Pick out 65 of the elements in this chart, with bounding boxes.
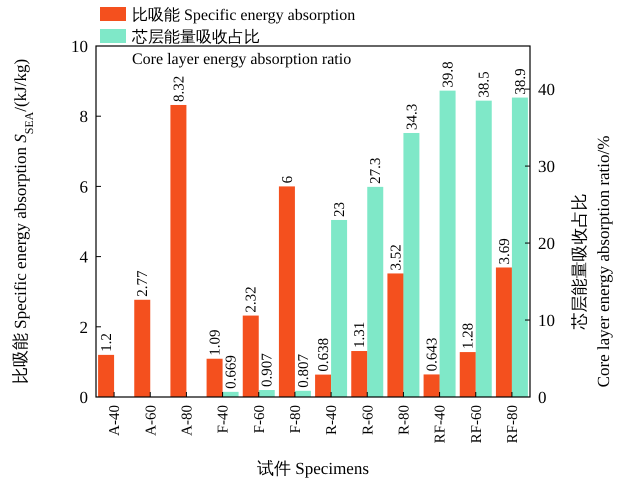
x-tick-label: RF-80	[504, 405, 521, 444]
legend-label: 芯层能量吸收占比 Core layer energy absorption ratio	[131, 28, 352, 68]
x-tick-label: F-60	[252, 405, 268, 434]
data-label: 0.669	[224, 355, 240, 389]
bar	[278, 186, 295, 397]
data-label: 0.638	[316, 338, 332, 372]
x-tick-label: F-80	[288, 405, 304, 434]
bar	[367, 186, 384, 397]
data-label: 3.52	[388, 244, 404, 270]
y-tick-label: 10	[71, 37, 88, 56]
data-label: 8.32	[171, 76, 188, 102]
bar	[460, 352, 476, 397]
data-label: 1.28	[460, 322, 477, 350]
data-label: 23	[332, 202, 348, 217]
y-tick-label: 0	[80, 388, 88, 407]
y2-tick-label: 10	[538, 311, 555, 330]
y2-tick-label: 20	[538, 234, 555, 254]
x-tick-label: RF-60	[468, 405, 485, 444]
bar	[351, 351, 368, 397]
data-label: 1.2	[99, 333, 116, 352]
y-tick-label: 8	[80, 107, 88, 126]
data-label: 2.32	[244, 286, 260, 313]
x-tick-label: A-80	[179, 405, 196, 436]
legend-label: 比吸能 Specific energy absorption	[132, 6, 356, 24]
y2-tick-label: 0	[538, 388, 546, 407]
bar	[331, 220, 348, 397]
y-tick-label: 6	[80, 177, 88, 196]
x-tick-label: RF-40	[432, 405, 449, 444]
x-tick-label: R-80	[396, 405, 412, 435]
data-label: 3.69	[496, 238, 513, 264]
data-label: 1.31	[352, 322, 368, 348]
x-tick-label: R-40	[324, 405, 340, 435]
x-tick-label: F-40	[216, 405, 232, 434]
data-label: 0.643	[424, 338, 441, 372]
x-tick-label: A-60	[143, 405, 160, 436]
data-label: 1.09	[208, 329, 224, 356]
bar	[315, 374, 332, 397]
y2-axis-title: 芯层能量吸收占比 Core layer energy absorption ratio/%	[570, 136, 613, 388]
data-label: 6	[280, 175, 296, 184]
x-tick-label: R-60	[360, 405, 376, 435]
bar	[134, 300, 150, 397]
data-label: 2.77	[135, 270, 152, 297]
bar	[170, 104, 186, 397]
bar	[258, 390, 275, 397]
bar	[403, 132, 420, 397]
bar	[98, 354, 114, 397]
bar	[242, 316, 259, 397]
x-axis-title: 试件 Specimens	[257, 459, 369, 478]
bar	[512, 98, 528, 397]
data-label: 39.8	[440, 61, 457, 88]
bar	[440, 90, 456, 397]
data-label: 34.3	[404, 104, 420, 130]
bar	[424, 374, 440, 397]
data-label: 0.907	[260, 352, 276, 388]
y-tick-label: 2	[80, 318, 88, 337]
y-tick-label: 4	[80, 248, 88, 267]
bar	[206, 358, 223, 397]
y2-tick-label: 30	[538, 157, 555, 176]
data-label: 38.9	[512, 68, 529, 95]
data-label: 27.3	[368, 158, 384, 184]
bar	[476, 100, 492, 397]
data-label: 0.807	[296, 354, 312, 388]
y2-tick-label: 40	[538, 80, 555, 100]
data-label: 38.5	[476, 71, 493, 98]
x-tick-label: A-40	[107, 405, 124, 436]
